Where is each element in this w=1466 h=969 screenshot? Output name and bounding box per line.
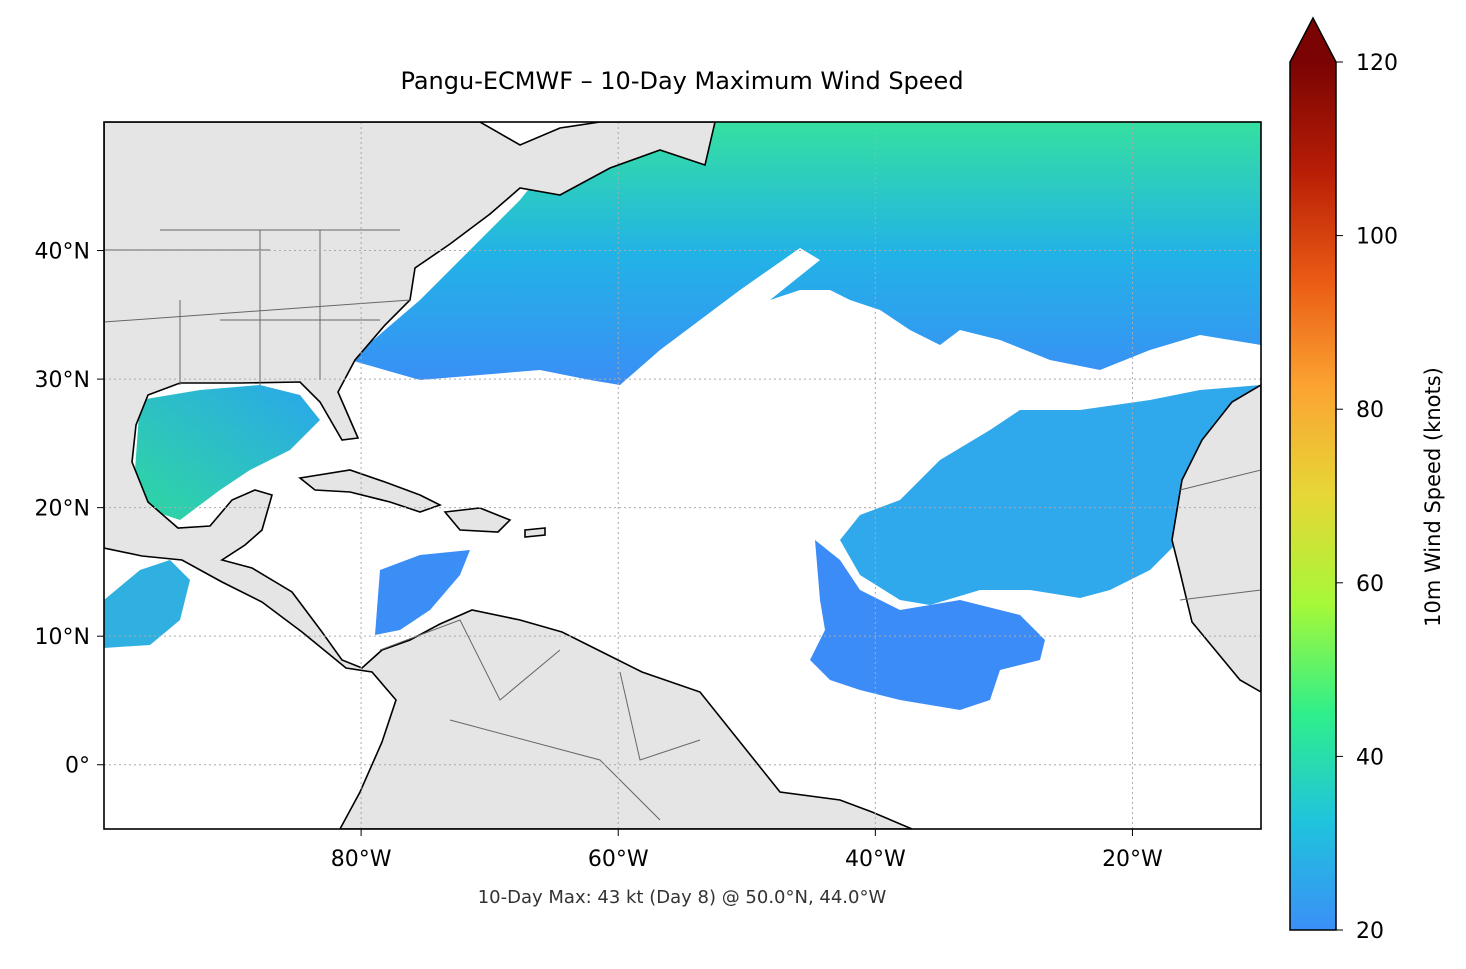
wind-field [810,540,1045,710]
wind-field [135,385,320,520]
colorbar-tick-label: 60 [1356,572,1384,597]
y-tick-label: 20°N [35,497,90,522]
colorbar-label: 10m Wind Speed (knots) [1421,367,1445,627]
x-tick-label: 20°W [1102,847,1163,872]
land [298,469,546,538]
border [104,229,1261,821]
wind-field [350,122,1261,385]
colorbar-extend [1290,18,1336,62]
colorbar [1290,62,1336,930]
y-tick-label: 0° [65,754,90,779]
colorbar-outline [1289,16,1337,931]
wind-field [375,550,470,635]
colorbar-tick-label: 120 [1356,51,1398,76]
colorbar-tick-label: 80 [1356,398,1384,423]
colorbar-tick-label: 100 [1356,225,1398,250]
y-tick-label: 10°N [35,625,90,650]
land [104,122,913,829]
colorbar-tick-label: 40 [1356,745,1384,770]
wind-field [104,560,190,648]
x-tick-label: 40°W [845,847,906,872]
x-tick-label: 80°W [331,847,392,872]
y-tick-label: 30°N [35,368,90,393]
x-tick-label: 60°W [588,847,649,872]
map-area [104,122,1261,829]
annotation: 10-Day Max: 43 kt (Day 8) @ 50.0°N, 44.0… [478,887,887,908]
colorbar-tick-label: 20 [1356,919,1384,944]
chart-title: Pangu-ECMWF – 10-Day Maximum Wind Speed [400,67,963,95]
wind-field [840,385,1261,605]
y-tick-label: 40°N [35,240,90,265]
map-frame [103,121,1262,830]
land [1171,384,1261,693]
